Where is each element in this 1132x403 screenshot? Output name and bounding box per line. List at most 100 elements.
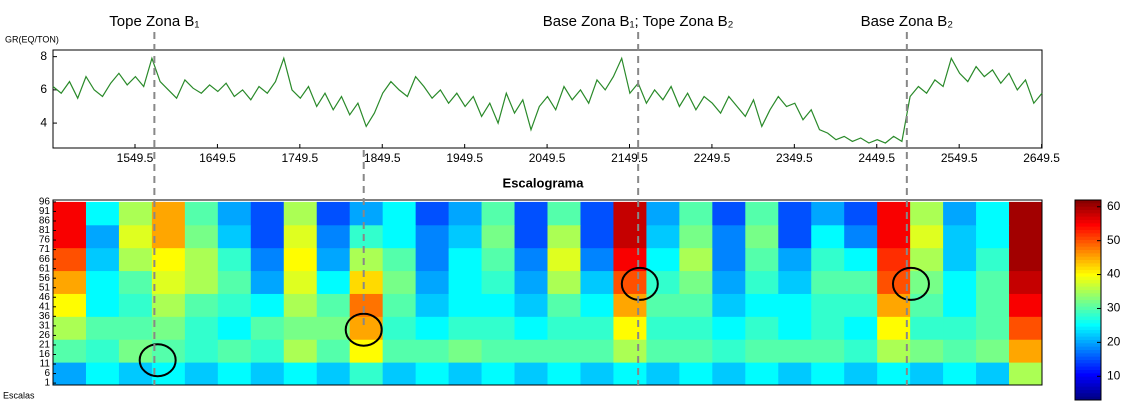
heat-cell bbox=[151, 293, 186, 317]
heat-cell bbox=[712, 247, 746, 272]
heat-cell bbox=[382, 316, 417, 340]
heat-cell bbox=[217, 247, 252, 272]
heat-cell bbox=[712, 362, 746, 386]
heat-cell bbox=[349, 247, 384, 272]
heat-cell bbox=[53, 247, 87, 272]
heat-cell bbox=[613, 224, 647, 249]
heat-cell bbox=[778, 362, 812, 386]
colorbar-step bbox=[1075, 303, 1101, 308]
colorbar-step bbox=[1075, 350, 1101, 354]
colorbar-step bbox=[1075, 263, 1101, 268]
colorbar-step bbox=[1075, 273, 1101, 278]
heat-cell bbox=[316, 270, 351, 294]
colorbar-frame bbox=[1074, 199, 1102, 401]
heat-cell bbox=[745, 362, 779, 386]
x-tick-label: 2549.5 bbox=[941, 151, 978, 165]
zone-label: Base Zona B₂ bbox=[861, 13, 954, 30]
heat-cell bbox=[53, 339, 87, 363]
colorbar-step bbox=[1075, 286, 1101, 291]
heat-cell bbox=[844, 247, 878, 272]
heat-cell bbox=[85, 316, 120, 340]
heat-cell bbox=[151, 224, 186, 249]
heat-cell bbox=[415, 293, 450, 317]
heat-cell bbox=[943, 201, 977, 226]
heat-cell bbox=[712, 270, 746, 294]
heat-cell bbox=[53, 201, 87, 226]
heat-cell bbox=[85, 247, 120, 272]
heat-cell bbox=[877, 224, 911, 249]
colorbar-step bbox=[1075, 200, 1101, 204]
heat-cell bbox=[910, 247, 944, 272]
heat-cell bbox=[679, 339, 713, 363]
heat-cell bbox=[778, 224, 812, 249]
heat-cell bbox=[712, 293, 746, 317]
heat-cell bbox=[580, 362, 614, 386]
heat-cell bbox=[679, 270, 713, 294]
y-tick-label: 91 bbox=[39, 206, 51, 217]
heat-cell bbox=[811, 316, 845, 340]
heat-cell bbox=[745, 293, 779, 317]
heat-cell bbox=[349, 293, 384, 317]
y-tick-label: 31 bbox=[39, 321, 51, 332]
heat-cell bbox=[646, 362, 680, 386]
heat-cell bbox=[481, 270, 516, 294]
heat-cell bbox=[976, 224, 1010, 249]
heat-cell bbox=[382, 270, 417, 294]
colorbar-step bbox=[1075, 330, 1101, 334]
heat-cell bbox=[613, 201, 647, 226]
heat-cell bbox=[316, 316, 351, 340]
heat-cell bbox=[910, 339, 944, 363]
heat-cell bbox=[976, 316, 1010, 340]
heat-cell bbox=[283, 270, 318, 294]
heat-cell bbox=[184, 247, 219, 272]
heat-cell bbox=[547, 293, 581, 317]
heat-cell bbox=[745, 339, 779, 363]
heat-cell bbox=[811, 247, 845, 272]
heat-cell bbox=[910, 270, 944, 294]
heat-cell bbox=[844, 362, 878, 386]
y-tick-label: 1 bbox=[44, 378, 50, 389]
heat-cell bbox=[151, 339, 186, 363]
colorbar-step bbox=[1075, 290, 1101, 294]
colorbar-tick-label: 10 bbox=[1107, 368, 1121, 382]
heat-cell bbox=[415, 270, 450, 294]
heat-cell bbox=[1009, 339, 1043, 363]
heat-cell bbox=[349, 316, 384, 340]
heat-cell bbox=[250, 339, 285, 363]
colorbar-tick-label: 20 bbox=[1107, 335, 1121, 349]
colorbar-step bbox=[1075, 306, 1101, 311]
heat-cell bbox=[481, 293, 516, 317]
colorbar-step bbox=[1075, 213, 1101, 218]
colorbar-step bbox=[1075, 336, 1101, 341]
heat-cell bbox=[217, 201, 252, 226]
heat-cell bbox=[976, 339, 1010, 363]
heat-cell bbox=[844, 201, 878, 226]
heat-cell bbox=[283, 362, 318, 386]
heat-cell bbox=[514, 201, 548, 226]
heat-cell bbox=[118, 201, 153, 226]
heat-cell bbox=[118, 293, 153, 317]
heat-cell bbox=[877, 339, 911, 363]
heat-cell bbox=[646, 201, 680, 226]
heat-cell bbox=[514, 362, 548, 386]
heat-cell bbox=[151, 201, 186, 226]
heat-cell bbox=[382, 339, 417, 363]
heat-cell bbox=[712, 339, 746, 363]
heat-cell bbox=[250, 270, 285, 294]
heat-cell bbox=[85, 201, 120, 226]
heat-cell bbox=[745, 247, 779, 272]
heat-cell bbox=[448, 339, 483, 363]
y-axis-label: GR(EQ/TON) bbox=[5, 34, 59, 44]
heat-cell bbox=[85, 224, 120, 249]
colorbar-step bbox=[1075, 320, 1101, 324]
heat-cell bbox=[646, 247, 680, 272]
heat-cell bbox=[712, 201, 746, 226]
colorbar-step bbox=[1075, 380, 1101, 384]
heat-cell bbox=[646, 224, 680, 249]
heat-cell bbox=[580, 339, 614, 363]
y-tick-label: 96 bbox=[39, 197, 51, 208]
heat-cell bbox=[283, 201, 318, 226]
heat-cell bbox=[943, 224, 977, 249]
heat-cell bbox=[53, 224, 87, 249]
heat-cell bbox=[415, 316, 450, 340]
